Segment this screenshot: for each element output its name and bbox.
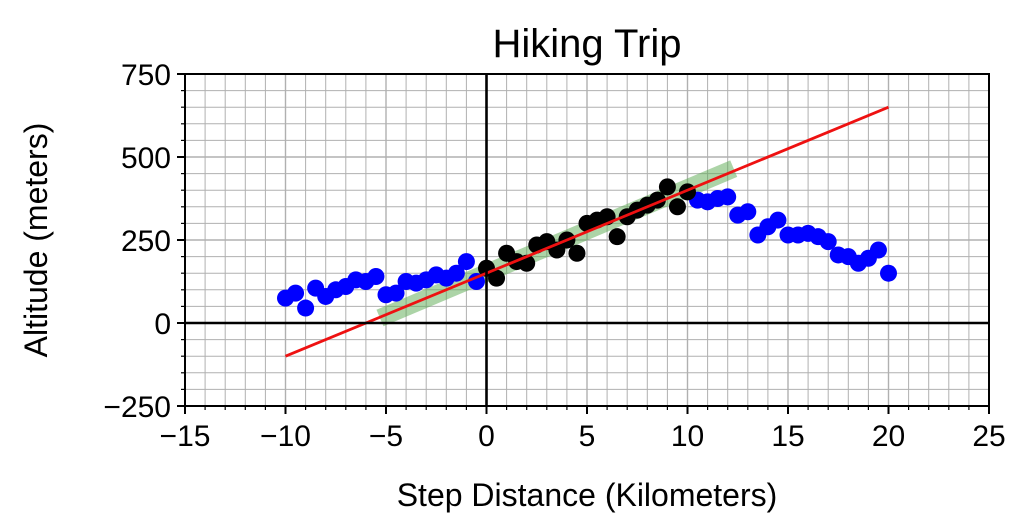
blue-data-point: [869, 241, 887, 259]
y-tick-label: 0: [154, 308, 171, 341]
blue-data-point: [719, 188, 737, 206]
blue-data-point: [367, 268, 385, 286]
axes: [177, 73, 990, 414]
chart-title: Hiking Trip: [493, 22, 682, 66]
x-tick-label: 20: [872, 420, 905, 453]
y-axis-title: Altitude (meters): [18, 123, 54, 358]
blue-data-point: [769, 211, 787, 229]
blue-data-point: [739, 203, 757, 221]
tick-labels: −15 −10 −5 0 5 10 15 20 25 −250 0 250 500 750: [103, 59, 1005, 453]
x-tick-label: −5: [369, 420, 403, 453]
y-tick-label: −250: [103, 391, 171, 424]
black-data-point: [608, 228, 626, 246]
blue-data-point: [467, 273, 485, 290]
blue-data-point: [297, 299, 315, 317]
blue-data-point: [287, 284, 305, 302]
x-tick-label: 0: [478, 420, 495, 453]
black-data-point: [668, 198, 686, 216]
blue-data-point: [457, 253, 475, 271]
x-tick-label: 25: [972, 420, 1005, 453]
black-data-point: [658, 178, 676, 196]
y-tick-label: 250: [121, 225, 171, 258]
x-tick-label: 15: [771, 420, 804, 453]
fit-line: [284, 105, 890, 358]
data-points: [277, 178, 897, 317]
black-data-point: [488, 269, 506, 287]
black-data-point: [568, 244, 586, 262]
blue-data-point: [447, 264, 465, 282]
blue-data-point: [387, 284, 405, 302]
blue-data-point: [880, 264, 897, 282]
x-tick-label: 5: [579, 420, 596, 453]
fit-line-layer: [284, 105, 890, 358]
x-tick-label: −15: [160, 420, 211, 453]
x-axis-title: Step Distance (Kilometers): [397, 477, 778, 513]
y-tick-label: 500: [121, 142, 171, 175]
y-tick-label: 750: [121, 59, 171, 92]
x-tick-label: 10: [671, 420, 704, 453]
blue-data-point: [819, 233, 837, 251]
x-tick-label: −10: [260, 420, 311, 453]
